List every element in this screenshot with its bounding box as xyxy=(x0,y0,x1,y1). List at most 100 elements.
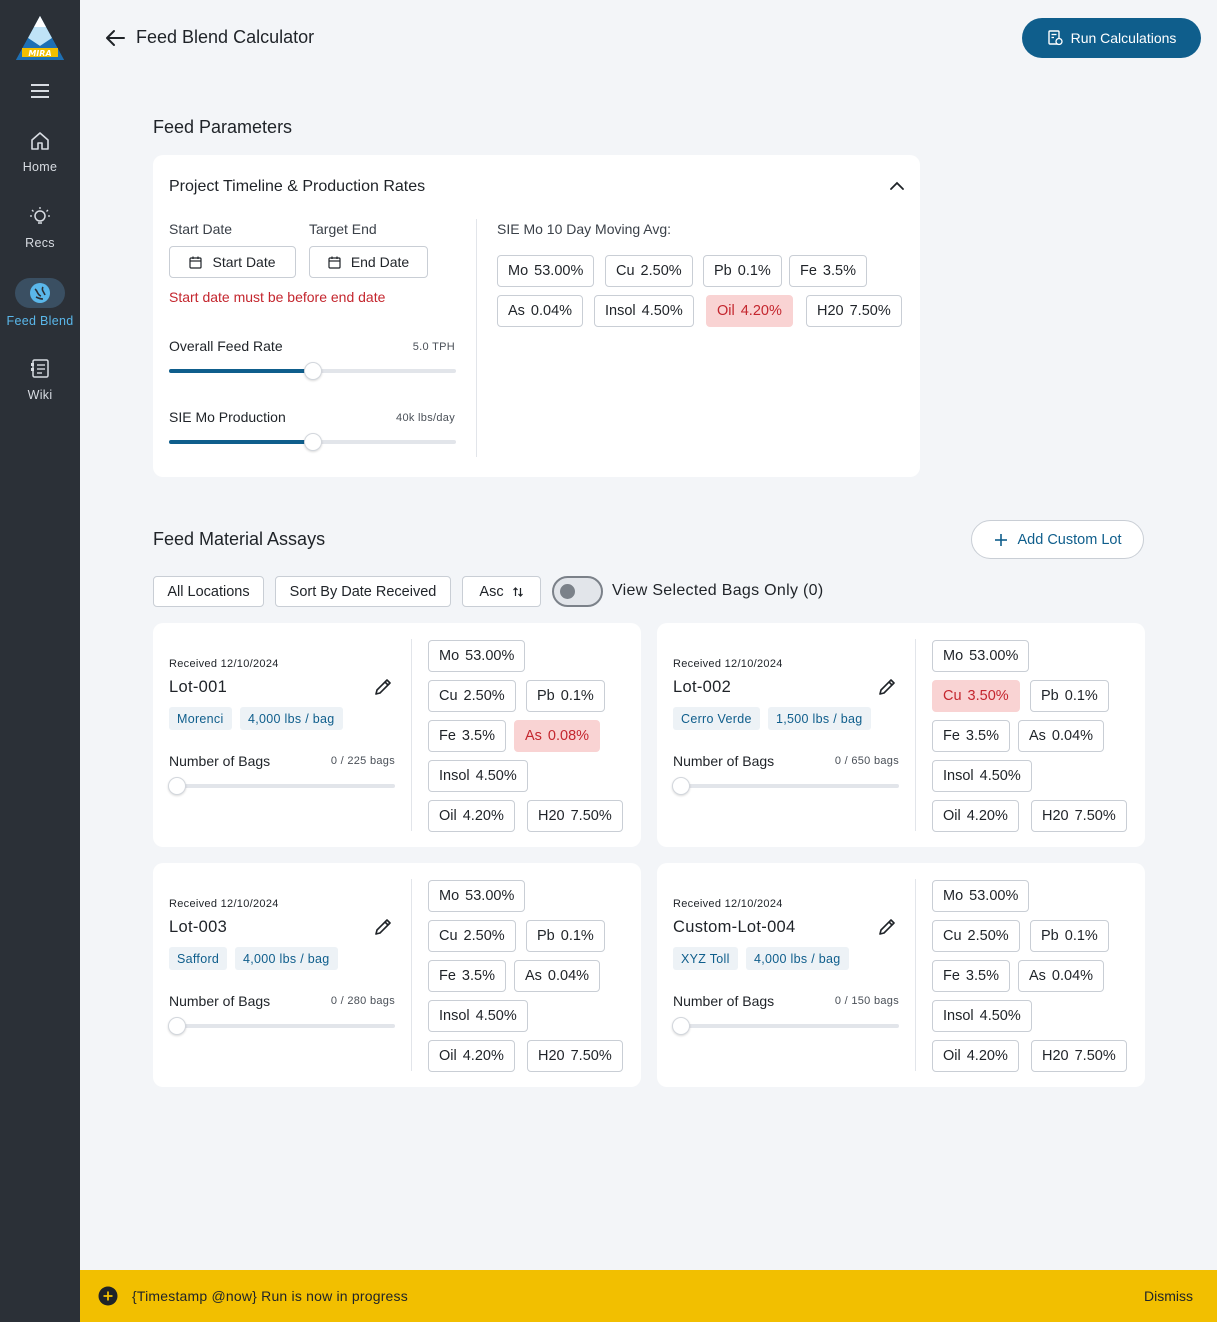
avg-chip-insol: Insol 4.50% xyxy=(594,295,694,327)
element-value: 3.5% xyxy=(461,968,495,984)
lot-weight-tag: 1,500 lbs / bag xyxy=(768,707,871,730)
lot-chip-as: As 0.04% xyxy=(1018,720,1105,752)
edit-pencil-icon[interactable] xyxy=(877,917,897,937)
bags-slider-thumb[interactable] xyxy=(168,777,186,795)
lot-received-date: Received 12/10/2024 xyxy=(169,658,279,670)
element-value: 4.20% xyxy=(966,808,1008,824)
production-slider[interactable] xyxy=(169,433,456,451)
element-value: 4.50% xyxy=(475,1008,517,1024)
bags-slider[interactable] xyxy=(672,1017,899,1035)
nav-item-recs[interactable]: Recs xyxy=(0,206,80,250)
status-toast: {Timestamp @now} Run is now in progress … xyxy=(80,1270,1217,1322)
element-value: 2.50% xyxy=(463,688,505,704)
element-symbol: Insol xyxy=(439,768,470,784)
element-symbol: Oil xyxy=(943,808,961,824)
start-date-label: Start Date xyxy=(169,221,233,237)
lot-chip-fe: Fe 3.5% xyxy=(428,720,506,752)
add-custom-lot-button[interactable]: Add Custom Lot xyxy=(971,520,1144,559)
project-timeline-card: Project Timeline & Production Rates Star… xyxy=(153,155,920,477)
element-symbol: Insol xyxy=(943,768,974,784)
element-symbol: Cu xyxy=(943,928,962,944)
lot-chip-h20: H20 7.50% xyxy=(1031,800,1127,832)
chevron-up-icon[interactable] xyxy=(890,181,904,191)
lot-chip-oil: Oil 4.20% xyxy=(428,1040,515,1072)
nav-item-home[interactable]: Home xyxy=(0,130,80,174)
element-symbol: Fe xyxy=(800,263,817,279)
element-value: 0.1% xyxy=(1064,688,1098,704)
element-value: 0.04% xyxy=(530,303,573,319)
element-value: 2.50% xyxy=(640,263,682,279)
lot-chip-pb: Pb 0.1% xyxy=(526,920,605,952)
back-arrow-icon[interactable] xyxy=(104,27,126,49)
mira-logo[interactable]: MIRA xyxy=(16,16,64,62)
start-date-button[interactable]: Start Date xyxy=(169,246,296,278)
element-value: 3.5% xyxy=(965,968,999,984)
lot-chip-pb: Pb 0.1% xyxy=(526,680,605,712)
element-symbol: H20 xyxy=(1042,808,1069,824)
bags-slider[interactable] xyxy=(168,777,395,795)
lot-card: Received 12/10/2024 Custom-Lot-004 XYZ T… xyxy=(657,863,1145,1087)
bags-slider[interactable] xyxy=(168,1017,395,1035)
element-value: 4.20% xyxy=(740,303,782,319)
bags-count: 0 / 225 bags xyxy=(330,755,395,767)
lot-chip-mo: Mo 53.00% xyxy=(932,640,1030,672)
nav-item-wiki[interactable]: Wiki xyxy=(0,358,80,402)
lot-chip-insol: Insol 4.50% xyxy=(428,1000,528,1032)
home-icon xyxy=(31,132,49,150)
element-symbol: As xyxy=(508,303,525,319)
lot-chip-oil: Oil 4.20% xyxy=(932,800,1019,832)
edit-pencil-icon[interactable] xyxy=(373,677,393,697)
production-thumb[interactable] xyxy=(303,433,322,451)
lot-name: Lot-002 xyxy=(673,678,732,696)
edit-pencil-icon[interactable] xyxy=(373,917,393,937)
element-value: 2.50% xyxy=(967,928,1009,944)
lot-chip-h20: H20 7.50% xyxy=(1031,1040,1127,1072)
lot-chip-as: As 0.04% xyxy=(1018,960,1105,992)
avg-chip-mo: Mo 53.00% xyxy=(497,255,595,287)
element-value: 53.00% xyxy=(969,888,1019,904)
element-symbol: Oil xyxy=(943,1048,961,1064)
locations-filter-button[interactable]: All Locations xyxy=(153,576,264,607)
sort-by-button[interactable]: Sort By Date Received xyxy=(275,576,451,607)
bags-slider[interactable] xyxy=(672,777,899,795)
element-symbol: Cu xyxy=(616,263,635,279)
dismiss-button[interactable]: Dismiss xyxy=(1144,1288,1193,1304)
element-symbol: Oil xyxy=(717,303,735,319)
element-symbol: Pb xyxy=(537,928,555,944)
element-value: 53.00% xyxy=(969,648,1019,664)
avg-chip-pb: Pb 0.1% xyxy=(703,255,782,287)
feed-rate-label: Overall Feed Rate xyxy=(169,338,283,354)
edit-pencil-icon[interactable] xyxy=(877,677,897,697)
bags-slider-thumb[interactable] xyxy=(672,777,690,795)
lot-weight-tag: 4,000 lbs / bag xyxy=(235,947,338,970)
feed-rate-slider[interactable] xyxy=(169,362,456,380)
bags-slider-thumb[interactable] xyxy=(168,1017,186,1035)
feed-material-assays-title: Feed Material Assays xyxy=(153,529,326,549)
lot-chip-insol: Insol 4.50% xyxy=(428,760,528,792)
bags-label: Number of Bags xyxy=(673,993,775,1009)
end-date-button[interactable]: End Date xyxy=(309,246,428,278)
element-value: 53.00% xyxy=(465,648,515,664)
lot-name: Custom-Lot-004 xyxy=(673,918,796,936)
element-value: 4.20% xyxy=(462,1048,504,1064)
run-calculations-button[interactable]: Run Calculations xyxy=(1022,18,1201,58)
add-circle-icon xyxy=(98,1286,118,1306)
element-symbol: Fe xyxy=(439,968,456,984)
sort-order-button[interactable]: Asc xyxy=(462,576,541,607)
lot-weight-tag: 4,000 lbs / bag xyxy=(240,707,343,730)
nav-item-feed-blend[interactable]: Feed Blend xyxy=(0,278,80,328)
nav-label-home: Home xyxy=(22,160,58,174)
element-symbol: As xyxy=(1029,968,1046,984)
hamburger-menu-icon[interactable] xyxy=(31,83,49,99)
feed-rate-thumb[interactable] xyxy=(303,362,322,380)
view-selected-toggle[interactable] xyxy=(552,576,603,607)
bags-label: Number of Bags xyxy=(673,753,775,769)
bags-slider-thumb[interactable] xyxy=(672,1017,690,1035)
element-symbol: As xyxy=(525,968,542,984)
element-symbol: Insol xyxy=(439,1008,470,1024)
feed-rate-value: 5.0 TPH xyxy=(412,341,455,353)
date-error-message: Start date must be before end date xyxy=(169,289,386,305)
element-value: 2.50% xyxy=(463,928,505,944)
sort-arrows-icon xyxy=(512,586,523,597)
lot-card: Received 12/10/2024 Lot-003 Safford 4,00… xyxy=(153,863,641,1087)
